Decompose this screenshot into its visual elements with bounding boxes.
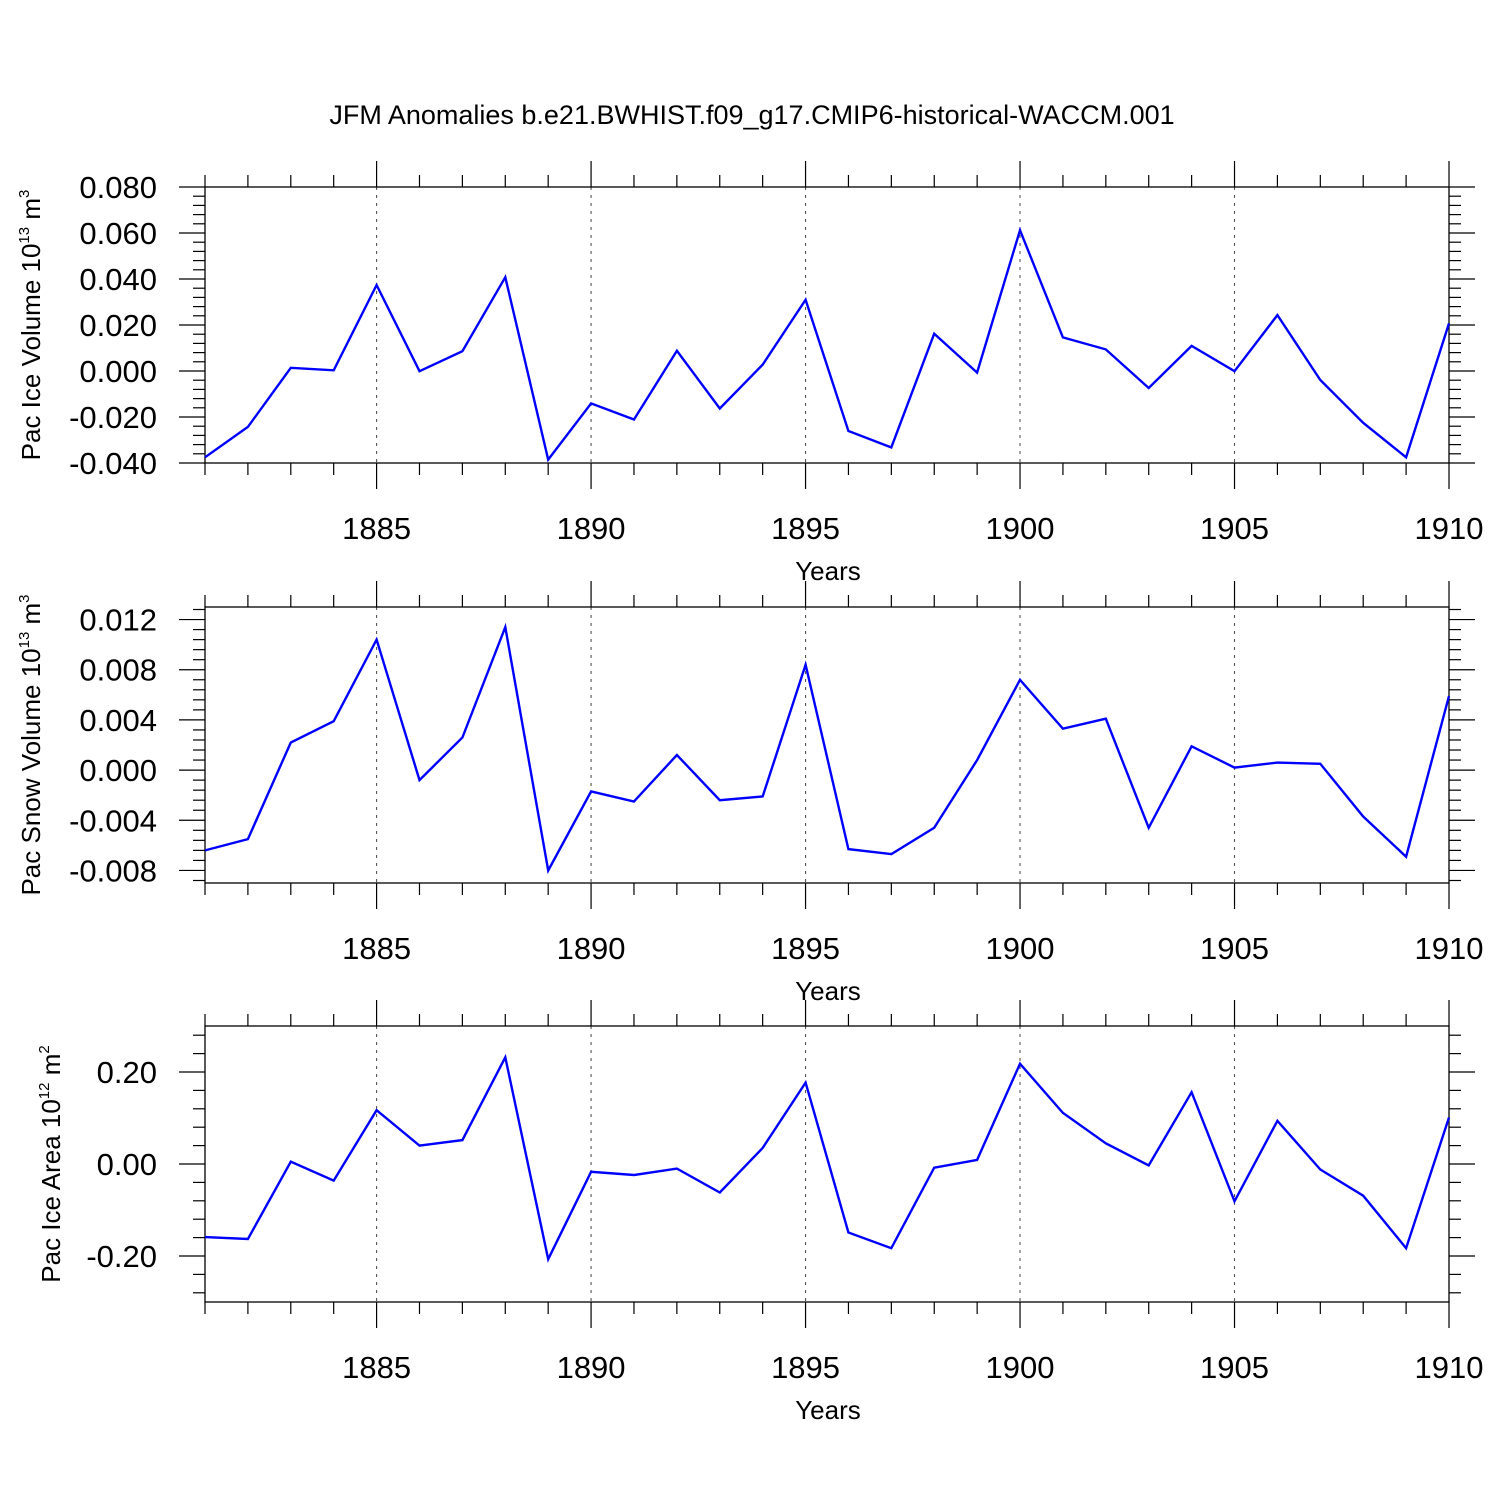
series-line [204, 622, 1451, 875]
series-line [204, 226, 1451, 463]
x-tick-label: 1910 [1415, 931, 1484, 966]
x-tick-label: 1905 [1200, 511, 1269, 546]
y-tick-label: 0.000 [79, 753, 157, 788]
y-tick-label: 0.000 [79, 354, 157, 389]
y-tick-label: -0.040 [69, 446, 157, 481]
y-axis-label: Pac Ice Volume 1013 m3 [16, 190, 46, 461]
x-tick-label: 1900 [986, 931, 1055, 966]
y-axis-label-superscript: 3 [16, 190, 33, 198]
chart-panels: -0.040 -0.020 0.000 0.020 0.040 0.060 0.080 188… [16, 161, 1483, 1425]
y-tick-label: -0.004 [69, 803, 157, 838]
y-axis-label-text: m [36, 1054, 66, 1083]
x-tick-label: 1910 [1415, 1350, 1484, 1385]
y-axis-label-text: m [16, 198, 46, 227]
x-tick-label: 1910 [1415, 511, 1484, 546]
y-tick-label: 0.00 [97, 1147, 157, 1182]
chart-panel-2: -0.008 -0.004 0.000 0.004 0.008 0.012 1885 1890… [16, 581, 1483, 1006]
y-axis-label: Pac Ice Area 1012 m2 [36, 1045, 66, 1282]
x-tick-label: 1890 [557, 511, 626, 546]
y-axis-label-superscript: 3 [16, 594, 33, 602]
chart-title: JFM Anomalies b.e21.BWHIST.f09_g17.CMIP6… [329, 100, 1174, 130]
y-axis-label: Pac Snow Volume 1013 m3 [16, 594, 46, 895]
y-axis-label-superscript: 2 [36, 1045, 53, 1053]
series-line [204, 1053, 1451, 1263]
plot-frame [204, 1025, 1450, 1303]
y-tick-label: 0.060 [79, 216, 157, 251]
chart-panel-3: -0.20 0.00 0.20 1885 1890 1895 1900 1905 1910 Yea… [36, 1000, 1483, 1425]
y-tick-label: -0.008 [69, 853, 157, 888]
x-tick-label: 1895 [771, 1350, 840, 1385]
y-tick-label: 0.004 [79, 703, 157, 738]
y-axis-label-text: Pac Ice Volume 10 [16, 244, 46, 461]
y-tick-label: 0.020 [79, 308, 157, 343]
x-tick-label: 1890 [557, 1350, 626, 1385]
plot-frame [204, 186, 1450, 464]
x-tick-label: 1905 [1200, 931, 1269, 966]
x-tick-label: 1885 [342, 931, 411, 966]
x-tick-label: 1885 [342, 1350, 411, 1385]
x-tick-label: 1895 [771, 511, 840, 546]
y-axis-label-text: m [16, 603, 46, 632]
y-axis-label-text: Pac Ice Area 10 [36, 1099, 66, 1283]
y-axis-label-superscript: 13 [16, 227, 33, 244]
y-axis-label-superscript: 13 [16, 632, 33, 649]
y-tick-label: 0.008 [79, 653, 157, 688]
y-tick-label: 0.012 [79, 603, 157, 638]
y-tick-label: 0.20 [97, 1055, 157, 1090]
x-axis-label: Years [795, 1395, 861, 1425]
x-tick-label: 1900 [986, 1350, 1055, 1385]
y-axis-label-superscript: 12 [36, 1082, 53, 1099]
x-tick-label: 1890 [557, 931, 626, 966]
x-tick-label: 1895 [771, 931, 840, 966]
plot-frame [204, 606, 1450, 884]
x-tick-label: 1885 [342, 511, 411, 546]
x-tick-label: 1905 [1200, 1350, 1269, 1385]
y-tick-label: 0.080 [79, 170, 157, 205]
x-tick-label: 1900 [986, 511, 1055, 546]
y-tick-label: -0.020 [69, 400, 157, 435]
chart-panel-1: -0.040 -0.020 0.000 0.020 0.040 0.060 0.080 188… [16, 161, 1483, 586]
y-tick-label: -0.20 [86, 1239, 157, 1274]
y-axis-label-text: Pac Snow Volume 10 [16, 648, 46, 895]
y-tick-label: 0.040 [79, 262, 157, 297]
